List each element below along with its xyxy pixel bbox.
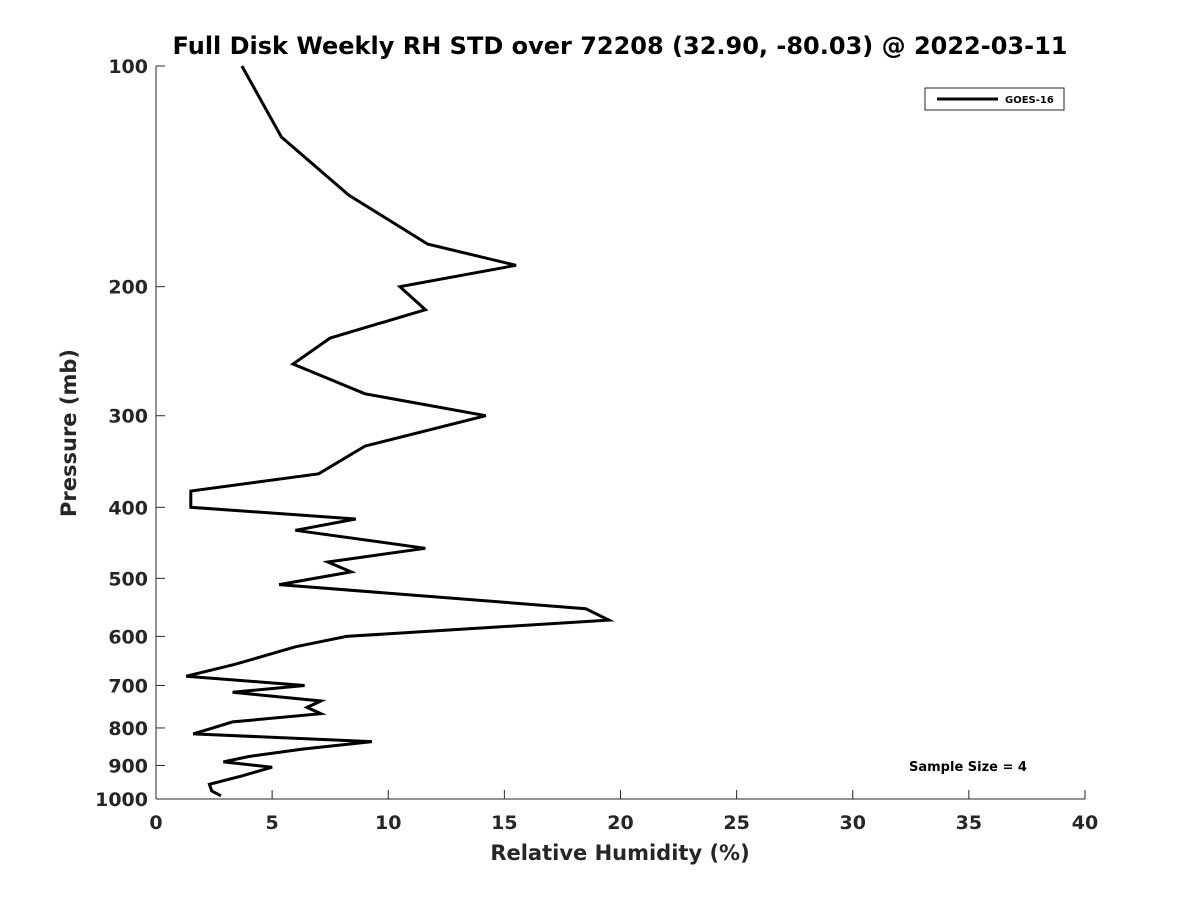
x-tick-label: 20	[607, 812, 633, 834]
x-tick-label: 25	[723, 812, 749, 834]
x-axis-label: Relative Humidity (%)	[490, 841, 749, 865]
chart-title: Full Disk Weekly RH STD over 72208 (32.9…	[173, 32, 1068, 60]
y-tick-label: 300	[108, 406, 148, 428]
y-tick-label: 600	[108, 626, 148, 648]
y-axis-label: Pressure (mb)	[57, 349, 81, 517]
series-line-goes-16	[185, 65, 615, 798]
y-tick-label: 500	[108, 568, 148, 590]
y-tick-label: 800	[108, 718, 148, 740]
x-tick-label: 15	[491, 812, 517, 834]
y-tick-label: 400	[108, 497, 148, 519]
x-tick-label: 5	[266, 812, 279, 834]
y-tick-label: 900	[108, 755, 148, 777]
x-tick-label: 10	[375, 812, 401, 834]
x-tick-label: 35	[956, 812, 982, 834]
sample-size-annotation: Sample Size = 4	[909, 760, 1027, 775]
x-tick-label: 30	[840, 812, 866, 834]
y-tick-label: 1000	[95, 789, 148, 811]
x-tick-label: 40	[1072, 812, 1098, 834]
y-tick-label: 700	[108, 675, 148, 697]
legend: GOES-16	[924, 87, 1065, 111]
y-tick-label: 200	[108, 277, 148, 299]
legend-entry-goes-16: GOES-16	[1005, 95, 1054, 106]
plot-area: 0 5 10 15 20 25 30 35 40 100 200 300 400 500 600 700 800…	[95, 56, 1098, 834]
y-tick-label: 100	[108, 56, 148, 78]
x-tick-label: 0	[149, 812, 162, 834]
